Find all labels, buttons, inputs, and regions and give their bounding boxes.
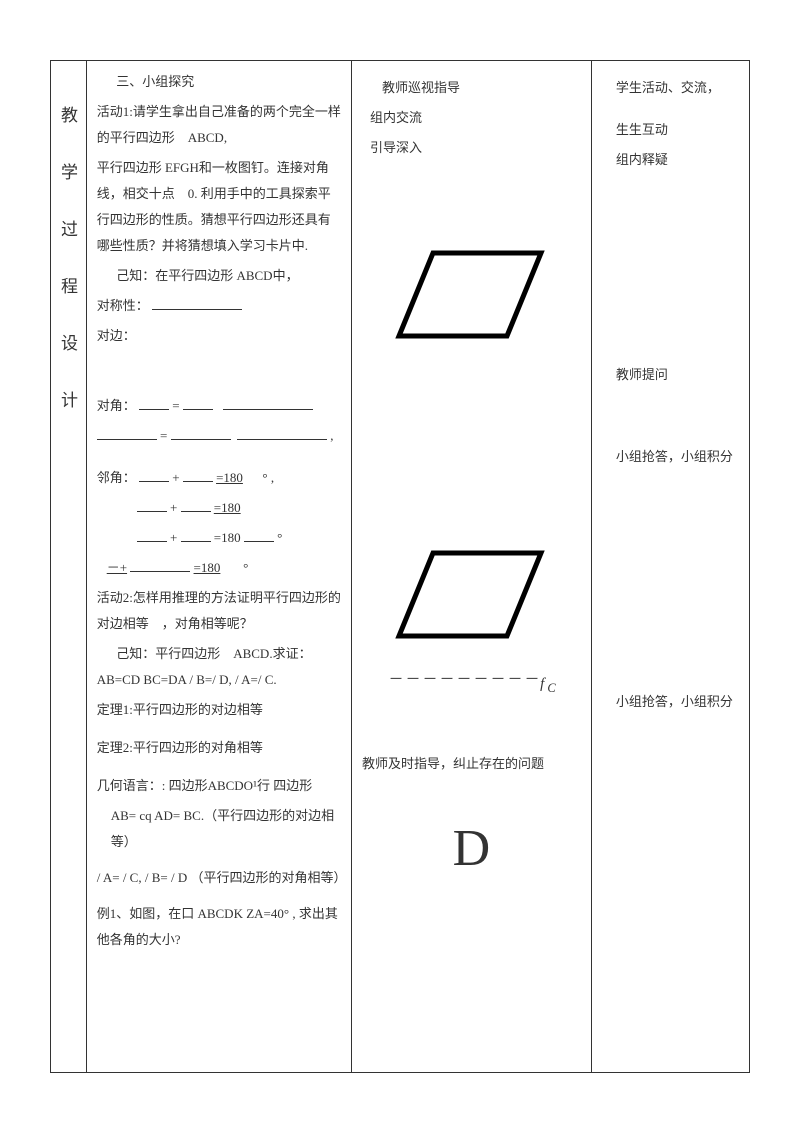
vchar-4: 设 bbox=[61, 329, 76, 354]
degree: ° bbox=[262, 470, 267, 485]
blank bbox=[152, 297, 242, 310]
section-title: 三、小组探究 bbox=[97, 69, 341, 95]
s-line1: 学生活动、交流， bbox=[602, 75, 739, 101]
comma: , bbox=[330, 428, 333, 443]
blank bbox=[181, 499, 211, 512]
adjacent-row2: + =180 bbox=[97, 495, 341, 521]
degree: ° bbox=[277, 530, 282, 545]
vchar-0: 教 bbox=[61, 101, 76, 126]
activity1-p1: 活动1:请学生拿出自己准备的两个完全一样的平行四边形 ABCD, bbox=[97, 99, 341, 151]
blank bbox=[171, 427, 231, 440]
plus: + bbox=[170, 530, 177, 545]
plus: + bbox=[172, 470, 179, 485]
t-line1: 教师巡视指导 bbox=[362, 75, 581, 101]
eq180: =180 bbox=[216, 470, 243, 485]
t-line3: 引导深入 bbox=[362, 135, 581, 161]
eq180: =180 bbox=[194, 560, 221, 575]
geom-eq: AB= cq AD= BC.（平行四边形的对边相等） bbox=[97, 803, 341, 855]
theorem2: 定理2:平行四边形的对角相等 bbox=[97, 735, 341, 761]
teacher-column: 教师巡视指导 组内交流 引导深入 －－－－－－－－－f C 教师及时指导，纠止存… bbox=[352, 61, 592, 1073]
vchar-5: 计 bbox=[61, 386, 76, 411]
opposite-angle-row: 对角： = bbox=[97, 393, 341, 419]
parallelogram-2 bbox=[391, 541, 551, 651]
blank bbox=[237, 427, 327, 440]
activity2-p1: 活动2:怎样用推理的方法证明平行四边形的对边相等 ，对角相等呢？ bbox=[97, 585, 341, 637]
blank bbox=[139, 397, 169, 410]
s-line4: 教师提问 bbox=[602, 362, 739, 388]
fc: f C bbox=[540, 676, 556, 692]
s-line3: 组内释疑 bbox=[602, 147, 739, 173]
opposite-side-label: 对边： bbox=[97, 328, 136, 343]
angle-eq: / A= / C, / B= / D （平行四边形的对角相等） bbox=[97, 865, 341, 891]
blank bbox=[183, 469, 213, 482]
blank bbox=[223, 397, 313, 410]
eq: = bbox=[172, 398, 179, 413]
s-line5: 小组抢答，小组积分 bbox=[602, 444, 739, 470]
parallelogram-1 bbox=[391, 241, 551, 351]
blank bbox=[130, 559, 190, 572]
t-line2: 组内交流 bbox=[362, 105, 581, 131]
adjacent-label: 邻角： bbox=[97, 470, 136, 485]
opposite-angle-row2: = , bbox=[97, 423, 341, 449]
opposite-angle-label: 对角： bbox=[97, 398, 136, 413]
plus: + bbox=[170, 500, 177, 515]
lesson-table: 教 学 过 程 设 计 三、小组探究 活动1:请学生拿出自己准备的两个完全一样的… bbox=[50, 60, 750, 1073]
blank bbox=[97, 427, 157, 440]
eq180: =180 bbox=[214, 500, 241, 515]
dashed-row: －－－－－－－－－f C bbox=[362, 665, 581, 701]
opposite-side-row: 对边： bbox=[97, 323, 341, 349]
dashes: －－－－－－－－－ bbox=[387, 672, 540, 688]
blank bbox=[181, 529, 211, 542]
content-column: 三、小组探究 活动1:请学生拿出自己准备的两个完全一样的平行四边形 ABCD, … bbox=[86, 61, 351, 1073]
bottom-note: 教师及时指导，纠止存在的问题 bbox=[362, 751, 581, 777]
symmetry-label: 对称性： bbox=[97, 298, 149, 313]
blank bbox=[137, 529, 167, 542]
known2: 己知：平行四边形 ABCD.求证：AB=CD BC=DA / B=/ D, / … bbox=[97, 641, 341, 693]
sidebar-column: 教 学 过 程 设 计 bbox=[51, 61, 87, 1073]
vchar-3: 程 bbox=[61, 272, 76, 297]
adjacent-row4: －+ =180 ° bbox=[97, 555, 341, 581]
comma: , bbox=[271, 470, 274, 485]
student-column: 学生活动、交流， 生生互动 组内释疑 教师提问 小组抢答，小组积分 小组抢答，小… bbox=[591, 61, 749, 1073]
blank bbox=[183, 397, 213, 410]
eq: = bbox=[160, 428, 167, 443]
degree: ° bbox=[243, 560, 248, 575]
symmetry-row: 对称性： bbox=[97, 293, 341, 319]
s-line6: 小组抢答，小组积分 bbox=[602, 689, 739, 715]
blank bbox=[139, 469, 169, 482]
minus-plus: －+ bbox=[107, 560, 127, 575]
known-label: 己知：在平行四边形 ABCD中， bbox=[97, 263, 341, 289]
big-d: D bbox=[362, 797, 581, 901]
eq180: =180 bbox=[214, 530, 241, 545]
s-line2: 生生互动 bbox=[602, 117, 739, 143]
activity1-p2: 平行四边形 EFGH和一枚图钉。连接对角线，相交十点 0. 利用手中的工具探索平… bbox=[97, 155, 341, 259]
theorem1: 定理1:平行四边形的对边相等 bbox=[97, 697, 341, 723]
geom-lang: 几何语言：: 四边形ABCDO¹行 四边形 bbox=[97, 773, 341, 799]
adjacent-row3: + =180 ° bbox=[97, 525, 341, 551]
adjacent-row1: 邻角： + =180 ° , bbox=[97, 465, 341, 491]
example1: 例1、如图，在口 ABCDK ZA=40° , 求出其他各角的大小? bbox=[97, 901, 341, 953]
blank bbox=[244, 529, 274, 542]
vchar-1: 学 bbox=[61, 158, 76, 183]
blank bbox=[137, 499, 167, 512]
vchar-2: 过 bbox=[61, 215, 76, 240]
